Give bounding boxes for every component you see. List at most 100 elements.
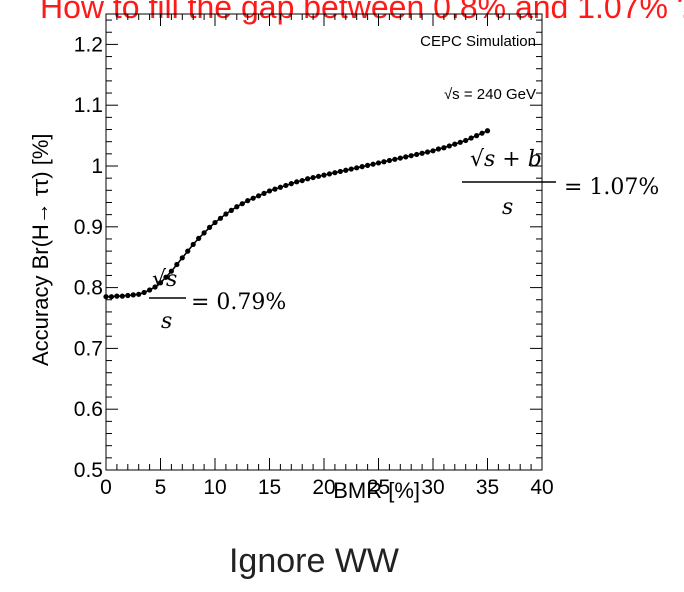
data-point — [337, 168, 343, 175]
data-point — [430, 148, 436, 154]
data-point — [163, 274, 169, 280]
data-point — [217, 215, 224, 221]
data-point — [114, 293, 120, 299]
x-tick-label: 0 — [100, 476, 112, 499]
data-point — [234, 204, 240, 210]
data-point — [463, 137, 469, 144]
data-point — [206, 224, 213, 231]
x-tick-label: 20 — [312, 476, 335, 499]
data-point — [212, 219, 218, 226]
y-tick-label: 1 — [91, 155, 103, 178]
y-tick-label: 0.8 — [74, 277, 103, 300]
data-point — [348, 166, 354, 172]
data-point — [315, 173, 322, 179]
slide-banner: How to fill the gap between 0.8% and 1.0… — [40, 0, 684, 25]
data-point — [332, 170, 338, 176]
data-point — [283, 182, 289, 189]
formula-low-denominator: s — [161, 309, 172, 334]
y-tick-label: 0.7 — [74, 337, 103, 360]
formula-high-denominator: s — [502, 195, 513, 220]
axis-ticks — [105, 14, 543, 471]
data-point — [228, 207, 234, 213]
y-tick-label: 1.2 — [74, 33, 103, 56]
x-tick-label: 10 — [203, 476, 226, 499]
data-point — [294, 179, 300, 185]
data-point — [125, 292, 131, 299]
data-point — [190, 241, 196, 248]
data-point — [484, 128, 491, 134]
footer-caption: Ignore WW — [229, 542, 399, 580]
data-point — [446, 143, 452, 149]
y-tick-label: 0.6 — [74, 398, 103, 421]
y-tick-label: 0.5 — [74, 459, 103, 482]
data-point — [359, 164, 365, 170]
data-point — [479, 130, 485, 136]
data-point — [147, 287, 153, 293]
formula-high: √s + b s = 1.07% — [462, 147, 659, 220]
data-point — [168, 268, 174, 274]
data-point — [261, 190, 267, 196]
data-point — [414, 151, 420, 158]
x-tick-label: 35 — [476, 476, 499, 499]
data-point — [245, 198, 251, 204]
formula-high-numerator: √s + b — [470, 147, 542, 172]
data-point — [468, 135, 474, 141]
data-point — [250, 195, 256, 201]
data-point — [435, 146, 442, 152]
data-point — [174, 261, 180, 268]
data-point — [223, 211, 229, 217]
plot-frame — [105, 13, 543, 471]
data-point — [392, 156, 398, 162]
data-point — [365, 162, 371, 168]
simulation-label: CEPC Simulation — [420, 33, 536, 50]
x-axis-title: BMR [%] — [333, 478, 420, 503]
data-point — [321, 172, 327, 178]
data-point — [403, 154, 409, 160]
data-point — [108, 294, 115, 300]
formula-low: √s s = 0.79% — [149, 267, 286, 334]
data-point — [130, 292, 136, 298]
x-tick-label: 5 — [155, 476, 167, 499]
data-point — [136, 291, 142, 297]
data-point — [375, 160, 382, 166]
data-point — [419, 150, 425, 156]
data-point — [343, 167, 349, 173]
data-point — [457, 139, 463, 145]
data-point — [266, 188, 273, 194]
data-point — [119, 293, 125, 299]
y-axis-title: Accuracy Br(H→ ττ) [%] — [28, 133, 53, 366]
data-point — [354, 165, 360, 171]
data-point — [386, 157, 392, 164]
data-point — [326, 171, 333, 177]
x-tick-label: 15 — [258, 476, 281, 499]
data-point — [272, 186, 278, 192]
energy-label: √s = 240 GeV — [444, 86, 536, 103]
y-tick-label: 0.9 — [74, 216, 103, 239]
data-point — [256, 193, 262, 199]
formula-high-value: = 1.07% — [564, 175, 659, 200]
data-point — [103, 294, 109, 300]
data-point — [310, 174, 316, 181]
data-point — [239, 201, 245, 207]
series-markers — [103, 128, 491, 300]
data-point — [179, 255, 185, 261]
x-tick-label: 30 — [421, 476, 444, 499]
data-point — [288, 181, 294, 187]
data-point — [157, 280, 164, 286]
x-tick-label: 40 — [530, 476, 553, 499]
data-point — [185, 248, 191, 254]
data-point — [201, 230, 207, 236]
data-point — [370, 161, 376, 167]
data-point — [196, 235, 202, 241]
data-point — [152, 284, 158, 290]
formula-low-value: = 0.79% — [191, 290, 286, 315]
data-point — [277, 184, 283, 190]
formula-low-numerator: √s — [152, 267, 177, 292]
data-point — [474, 133, 480, 139]
data-point — [397, 155, 403, 161]
data-point — [141, 289, 147, 296]
data-point — [441, 145, 447, 151]
data-point — [305, 176, 311, 182]
